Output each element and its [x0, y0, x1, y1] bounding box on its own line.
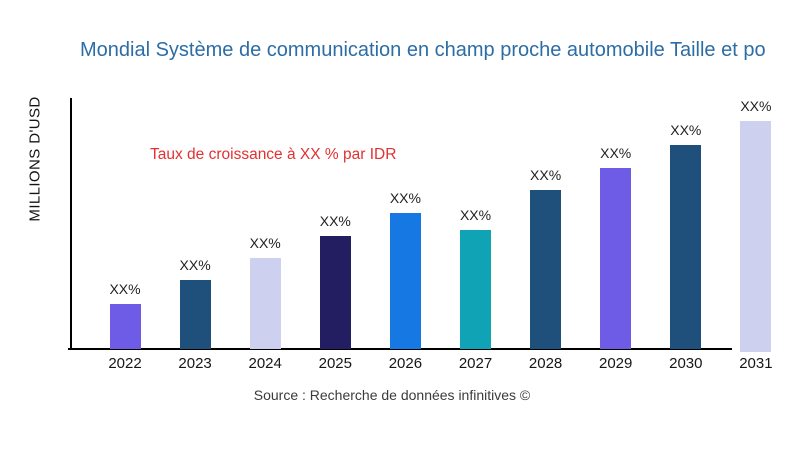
x-tick-label-2026: 2026 [388, 355, 423, 372]
bar-value-label-2028: XX% [530, 167, 562, 183]
x-axis-line [68, 348, 732, 350]
x-tick-label-2022: 2022 [108, 355, 142, 372]
bar-2024 [249, 258, 281, 349]
y-axis-label: MILLIONS D'USD [26, 96, 44, 222]
x-tick-label-2030: 2030 [669, 355, 703, 372]
bar-2025 [319, 236, 351, 349]
bar-2027 [460, 230, 491, 349]
bar-value-label-2029: XX% [600, 145, 632, 161]
bar-value-label-2024: XX% [249, 235, 281, 251]
bar-value-label-2025: XX% [319, 213, 351, 229]
y-axis-line [70, 98, 72, 350]
chart-title: Mondial Système de communication en cham… [80, 39, 766, 61]
bar-value-label-2031: XX% [740, 98, 772, 114]
bar-2026 [389, 213, 421, 349]
x-tick-label-2028: 2028 [528, 355, 563, 372]
x-tick-label-2029: 2029 [599, 355, 633, 372]
bar-2023 [179, 280, 211, 349]
bar-2030 [670, 145, 702, 349]
bar-2022 [109, 304, 141, 349]
x-tick-label-2031: 2031 [739, 355, 773, 372]
x-tick-label-2024: 2024 [248, 355, 282, 372]
bar-2028 [530, 190, 562, 349]
bar-value-label-2022: XX% [109, 281, 141, 297]
x-tick-label-2025: 2025 [318, 355, 352, 372]
x-tick-label-2023: 2023 [178, 355, 212, 372]
growth-rate-annotation: Taux de croissance à XX % par IDR [150, 146, 397, 163]
source-caption: Source : Recherche de données infinitive… [253, 387, 531, 403]
bar-2031 [740, 121, 772, 352]
bar-value-label-2023: XX% [179, 257, 211, 273]
bar-value-label-2030: XX% [670, 122, 702, 138]
bar-value-label-2027: XX% [459, 207, 492, 223]
bar-value-label-2026: XX% [389, 190, 421, 206]
bar-2029 [600, 168, 632, 349]
x-tick-label-2027: 2027 [458, 355, 493, 372]
